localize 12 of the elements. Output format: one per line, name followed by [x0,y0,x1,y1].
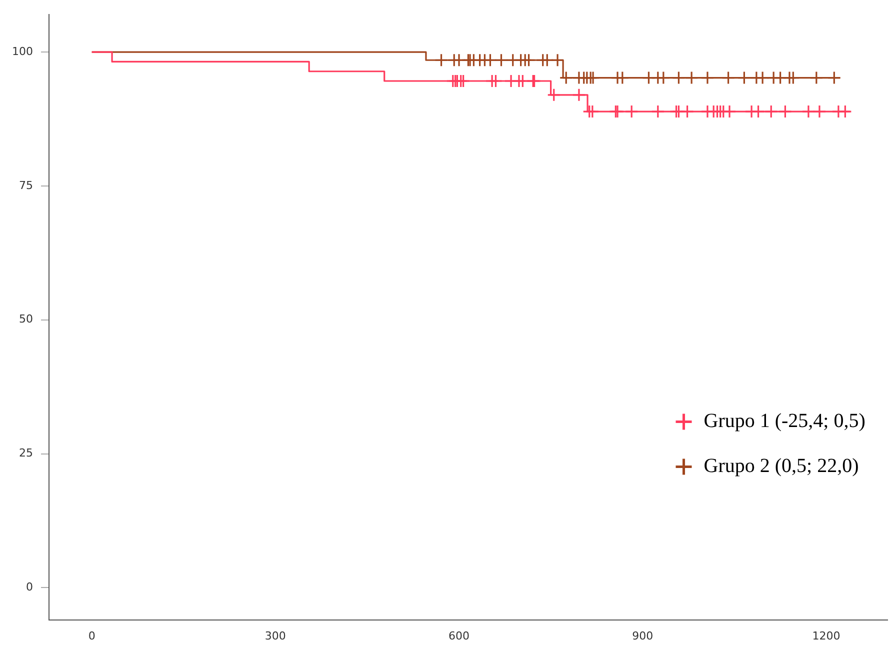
y-tick-label: 50 [18,312,33,326]
y-tick-label: 25 [18,446,33,460]
legend-label: Grupo 1 (-25,4; 0,5) [704,410,866,432]
y-tick-label: 75 [18,178,33,192]
x-tick-label: 300 [264,629,286,642]
y-tick-label: 100 [12,44,33,58]
y-tick-label: 0 [26,580,33,594]
x-tick-label: 0 [88,629,96,642]
x-tick-label: 900 [632,629,654,642]
x-tick-label: 600 [448,629,470,642]
x-tick-label: 1200 [812,629,840,642]
legend-label: Grupo 2 (0,5; 22,0) [704,455,859,478]
